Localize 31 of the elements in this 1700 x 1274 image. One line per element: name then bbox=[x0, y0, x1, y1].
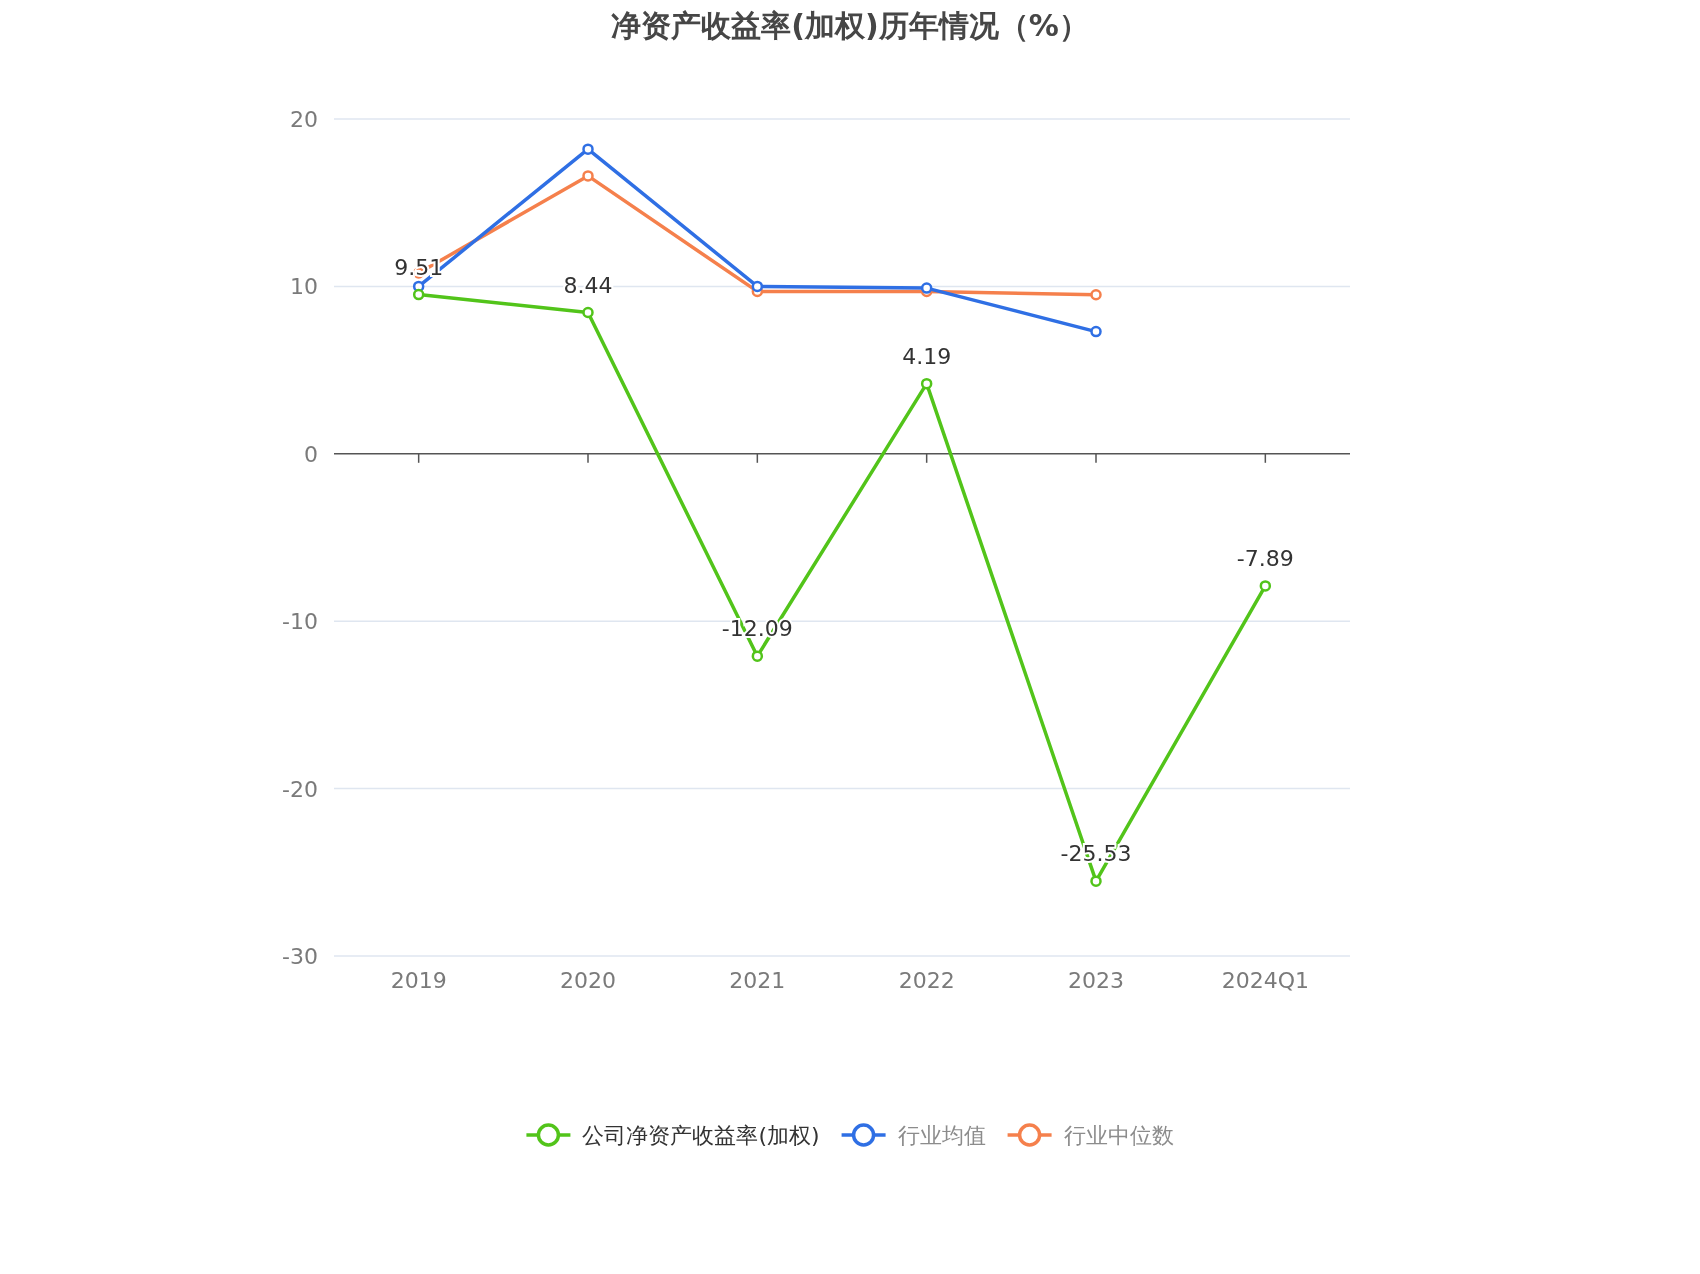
point bbox=[1259, 580, 1272, 592]
point bbox=[582, 306, 594, 319]
x-tick-label: 2024Q1 bbox=[1221, 968, 1309, 993]
point bbox=[582, 170, 594, 182]
x-tick-label: 2023 bbox=[1068, 968, 1124, 993]
point bbox=[920, 377, 933, 390]
y-tick-label: 10 bbox=[290, 274, 318, 300]
point bbox=[751, 650, 764, 662]
legend-label: 行业均值 bbox=[897, 1123, 986, 1148]
chart-title: 净资产收益率(加权)历年情况（%） bbox=[611, 8, 1089, 43]
x-tick-label: 2019 bbox=[390, 968, 447, 993]
x-tick-label: 2020 bbox=[560, 968, 616, 993]
y-tick-label: 0 bbox=[304, 441, 318, 467]
data-label: 4.19 bbox=[902, 343, 952, 369]
y-tick-label: -30 bbox=[282, 944, 318, 969]
point bbox=[1090, 325, 1102, 338]
point bbox=[412, 288, 425, 301]
legend-label: 公司净资产收益率(加权) bbox=[582, 1123, 820, 1148]
point bbox=[1090, 289, 1102, 301]
point bbox=[1090, 875, 1102, 887]
y-tick-label: -10 bbox=[282, 609, 318, 635]
data-label: -7.89 bbox=[1236, 545, 1294, 571]
x-tick-label: 2021 bbox=[729, 968, 786, 993]
y-tick-label: -20 bbox=[282, 776, 318, 802]
data-label: 8.44 bbox=[563, 272, 613, 298]
y-tick-label: 20 bbox=[290, 107, 318, 132]
x-tick-label: 2022 bbox=[898, 968, 955, 993]
point bbox=[751, 280, 764, 293]
legend-label: 行业中位数 bbox=[1063, 1123, 1174, 1148]
point bbox=[920, 282, 933, 294]
point bbox=[582, 143, 594, 155]
